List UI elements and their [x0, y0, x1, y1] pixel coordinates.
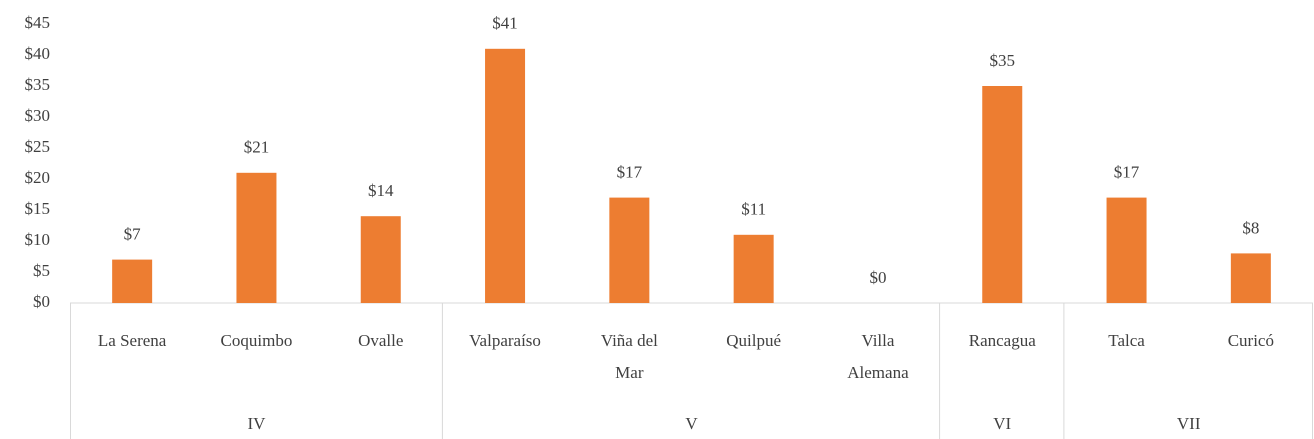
category-label: Quilpué — [726, 331, 782, 350]
bar — [609, 197, 650, 303]
bar — [485, 48, 526, 303]
y-tick-label: $10 — [25, 230, 51, 249]
category-label: La Serena — [97, 331, 167, 350]
y-tick-label: $35 — [25, 75, 51, 94]
category-label: Talca — [1108, 331, 1145, 350]
y-tick-label: $20 — [25, 168, 51, 187]
bar — [1230, 253, 1271, 303]
y-tick-label: $40 — [25, 44, 51, 63]
group-label: IV — [247, 414, 266, 433]
value-label: $21 — [244, 138, 270, 157]
value-label: $14 — [368, 181, 394, 200]
bar — [982, 86, 1023, 303]
bar — [112, 259, 153, 303]
value-label: $11 — [741, 200, 766, 219]
value-label: $41 — [492, 14, 518, 33]
y-tick-label: $30 — [25, 106, 51, 125]
y-tick-label: $45 — [25, 13, 51, 32]
category-label: Valparaíso — [469, 331, 541, 350]
category-label: Villa Alemana — [847, 331, 909, 382]
category-label: Ovalle — [358, 331, 404, 350]
group-label: V — [685, 414, 698, 433]
y-tick-label: $25 — [25, 137, 51, 156]
bar — [236, 172, 277, 303]
category-label: Coquimbo — [220, 331, 293, 350]
y-tick-label: $0 — [33, 292, 50, 311]
bar — [733, 234, 774, 303]
bar — [1106, 197, 1147, 303]
y-tick-label: $5 — [33, 261, 50, 280]
value-label: $35 — [990, 51, 1016, 70]
category-label: Curicó — [1227, 331, 1274, 350]
category-label: Rancagua — [968, 331, 1036, 350]
value-label: $17 — [1114, 163, 1140, 182]
value-label: $17 — [617, 163, 643, 182]
value-label: $8 — [1242, 218, 1259, 237]
bar — [360, 216, 401, 303]
group-label: VI — [993, 414, 1011, 433]
value-label: $0 — [869, 268, 886, 287]
category-label: Viña del Mar — [600, 331, 658, 382]
value-label: $7 — [124, 225, 142, 244]
group-label: VII — [1177, 414, 1201, 433]
y-tick-label: $15 — [25, 199, 51, 218]
